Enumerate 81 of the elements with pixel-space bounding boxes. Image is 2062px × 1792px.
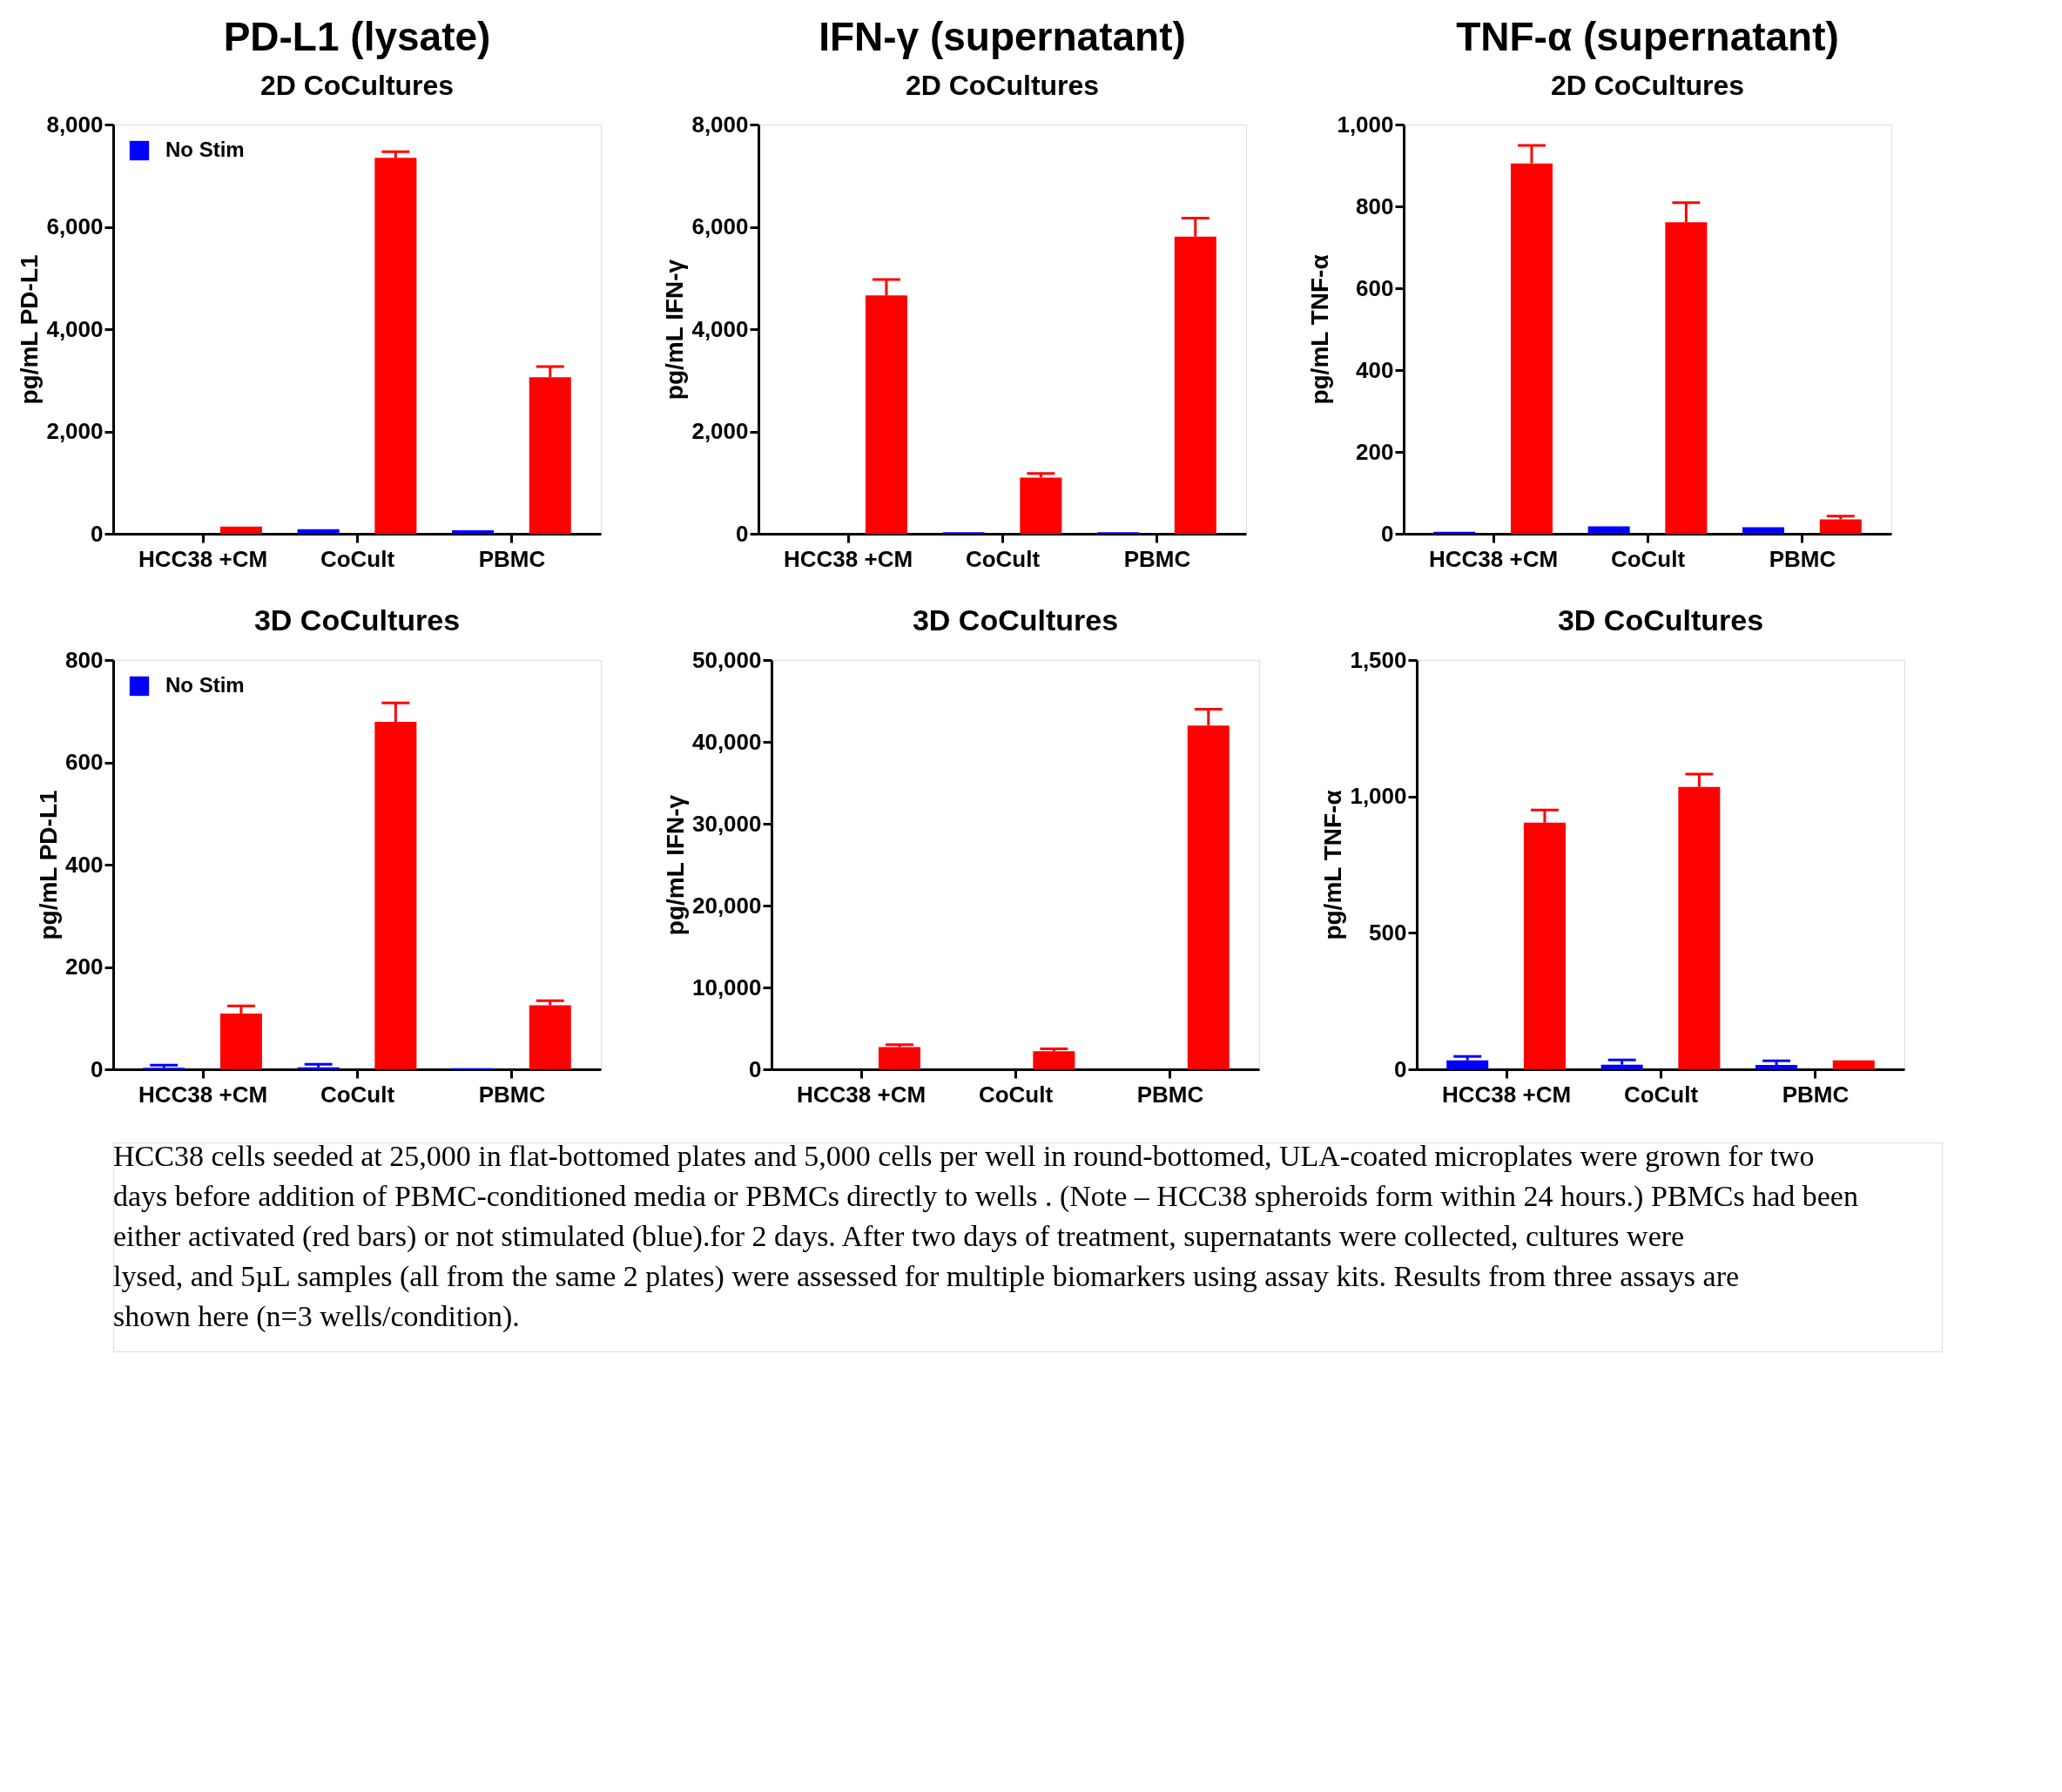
- x-tick-label: PBMC: [1123, 545, 1191, 572]
- y-tick-label: 4,000: [46, 315, 104, 342]
- bar: [297, 529, 340, 534]
- chart-subtitle: 2D CoCultures: [259, 70, 455, 101]
- y-tick-label: 400: [65, 851, 104, 878]
- y-tick-label: 0: [91, 1055, 104, 1082]
- chart-title: 3D CoCultures: [1557, 603, 1764, 637]
- y-tick-label: 8,000: [691, 111, 749, 138]
- bar: [1020, 477, 1062, 534]
- chart-title: IFN-γ (supernatant): [819, 14, 1186, 59]
- y-tick-label: 600: [65, 749, 104, 775]
- y-tick-label: 40,000: [691, 728, 762, 755]
- y-tick-label: 0: [749, 1055, 762, 1082]
- x-tick-label: CoCult: [965, 545, 1041, 572]
- bar: [1033, 1051, 1075, 1069]
- y-tick-label: 4,000: [691, 315, 749, 342]
- text: HCC38 cells seeded at 25,000 in flat-bottomed plates and 5,000 cells per well in round-bottomed, ULA-coated microplates were grown for two days before addition of PBMC-conditioned media or PBMCs directly to wells . (Note – HCC38 spheroids form within 24 hours.) PBMCs had been either activated (red bars) or not stimulated (blue).for 2 days. After two days of treatment, supernatants were collected, cultures were lysed, and 5µL samples (all from the same 2 plates) were assessed for multiple biomarkers using assay kits. Results from three assays are shown here (n=3 wells/condition).: [113, 1140, 1858, 1333]
- y-tick-label: 8,000: [46, 111, 104, 138]
- x-tick-label: HCC38 +CM: [797, 1081, 927, 1108]
- y-tick-label: 50,000: [691, 646, 762, 673]
- y-tick-label: 400: [1356, 356, 1394, 383]
- y-axis-title: pg/mL IFN-γ: [661, 259, 689, 401]
- y-axis-title: pg/mL PD-L1: [35, 790, 63, 940]
- y-tick-label: 800: [1356, 192, 1394, 219]
- y-axis-title: pg/mL PD-L1: [16, 254, 44, 405]
- y-tick-label: 200: [65, 953, 104, 980]
- y-axis-title: pg/mL TNF-α: [1319, 790, 1347, 940]
- x-tick-label: PBMC: [1769, 545, 1836, 572]
- y-tick-label: 1,500: [1350, 646, 1407, 673]
- x-tick-label: HCC38 +CM: [1429, 545, 1559, 572]
- y-tick-label: 6,000: [691, 213, 749, 239]
- bar: [1600, 1064, 1643, 1069]
- bar: [1755, 1064, 1798, 1069]
- x-tick-label: CoCult: [320, 1081, 395, 1108]
- chart-subtitle: 2D CoCultures: [905, 70, 1100, 101]
- legend-label: No Stim: [165, 673, 245, 697]
- x-tick-label: PBMC: [1782, 1081, 1850, 1108]
- bar: [1587, 526, 1630, 534]
- chart-title: TNF-α (supernatant): [1456, 14, 1839, 59]
- y-tick-label: 0: [1394, 1055, 1407, 1082]
- y-tick-label: 0: [91, 520, 104, 547]
- y-tick-label: 600: [1356, 274, 1394, 301]
- y-tick-label: 200: [1356, 438, 1394, 465]
- x-tick-label: CoCult: [1623, 1081, 1699, 1108]
- bar: [1832, 1060, 1875, 1069]
- y-axis-title: pg/mL TNF-α: [1306, 254, 1334, 405]
- y-tick-label: 500: [1369, 919, 1407, 946]
- y-tick-label: 1,000: [1350, 783, 1407, 810]
- x-tick-label: HCC38 +CM: [138, 1081, 268, 1108]
- y-tick-label: 6,000: [46, 213, 104, 239]
- x-tick-label: PBMC: [478, 1081, 546, 1108]
- x-tick-label: CoCult: [1610, 545, 1686, 572]
- y-tick-label: 30,000: [691, 810, 762, 837]
- y-tick-label: 10,000: [691, 973, 762, 1000]
- x-tick-label: CoCult: [320, 545, 395, 572]
- x-tick-label: HCC38 +CM: [1442, 1081, 1572, 1108]
- bar: [1446, 1060, 1489, 1069]
- y-tick-label: 2,000: [46, 418, 104, 444]
- bar: [1742, 527, 1785, 534]
- y-tick-label: 0: [736, 520, 749, 547]
- bar: [529, 1005, 571, 1069]
- y-axis-title: pg/mL IFN-γ: [661, 794, 689, 936]
- y-tick-label: 20,000: [691, 892, 762, 919]
- x-tick-label: PBMC: [478, 545, 546, 572]
- chart-subtitle: 2D CoCultures: [1550, 70, 1745, 101]
- chart-title: 3D CoCultures: [253, 603, 461, 637]
- x-tick-label: PBMC: [1136, 1081, 1204, 1108]
- y-tick-label: 0: [1381, 520, 1394, 547]
- x-tick-label: HCC38 +CM: [138, 545, 268, 572]
- chart-title: PD-L1 (lysate): [223, 14, 491, 59]
- x-tick-label: HCC38 +CM: [784, 545, 913, 572]
- legend-label: No Stim: [165, 138, 245, 161]
- bar: [1819, 519, 1862, 534]
- y-tick-label: 2,000: [691, 418, 749, 444]
- chart-title: 3D CoCultures: [912, 603, 1119, 637]
- bar: [452, 529, 495, 534]
- x-tick-label: CoCult: [978, 1081, 1054, 1108]
- bar: [878, 1047, 920, 1069]
- y-tick-label: 800: [65, 646, 104, 673]
- bar: [219, 526, 262, 534]
- y-tick-label: 1,000: [1337, 111, 1394, 138]
